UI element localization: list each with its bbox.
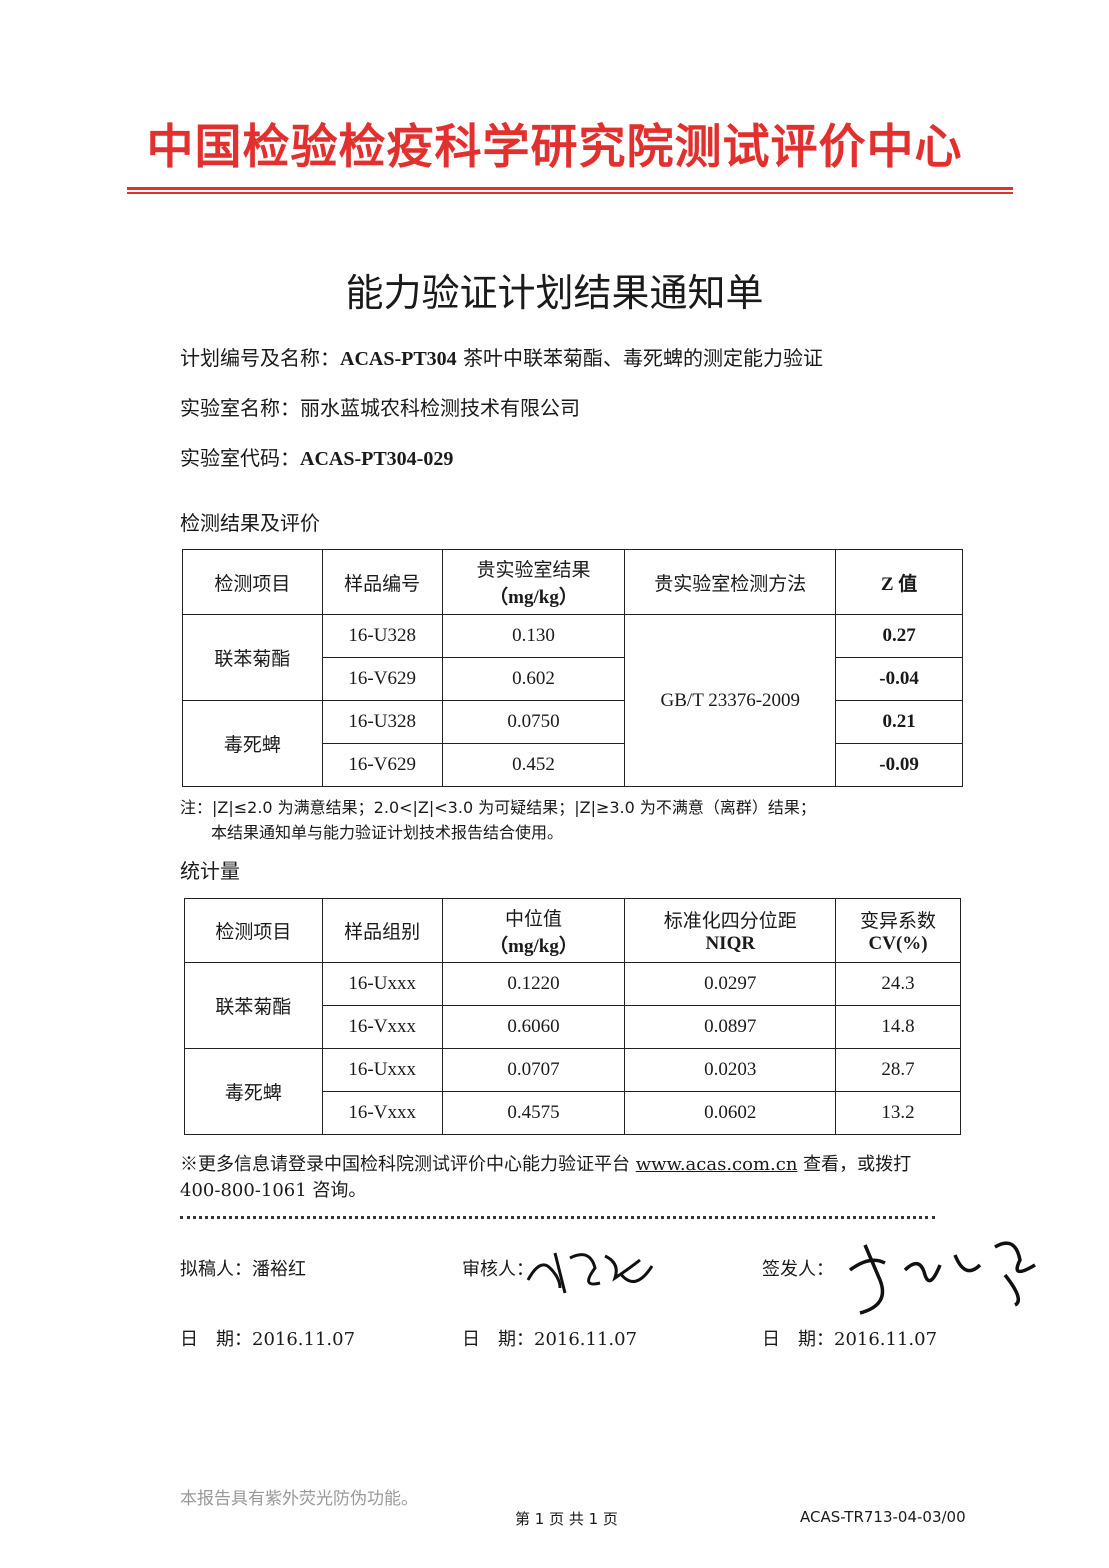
statistics-table: 检测项目 样品组别 中位值 （mg/kg） 标准化四分位距 NIQR 变异系数 CV(… [184,898,961,1135]
plan-code: ACAS-PT304 [340,348,457,370]
sample-cell: 16-U328 [321,614,443,658]
header-item: 检测项目 [184,898,323,963]
cv-cell: 28.7 [835,1048,961,1092]
header-z: Z 值 [835,549,963,615]
median-cell: 0.4575 [441,1091,626,1135]
z-cell: -0.04 [835,657,963,701]
group-cell: 16-Uxxx [321,962,443,1006]
result-cell: 0.130 [441,614,626,658]
page-number: 第 1 页 共 1 页 [515,1510,618,1528]
median-cell: 0.0707 [441,1048,626,1092]
reviewer-date: 日 期：2016.11.07 [462,1329,638,1350]
header-niqr: 标准化四分位距 NIQR [624,898,837,963]
header-group: 样品组别 [321,898,443,963]
result-cell: 0.452 [441,743,626,787]
item-cell: 毒死蜱 [184,1048,323,1135]
sample-cell: 16-U328 [321,700,443,744]
results-section-title: 检测结果及评价 [180,511,320,535]
cv-cell: 24.3 [835,962,961,1006]
table-row: 毒死蜱 16-Uxxx 0.0707 0.0203 28.7 [184,1048,961,1135]
item-cell: 毒死蜱 [182,700,323,787]
table-row: 毒死蜱 16-U328 0.0750 0.21 [182,700,963,787]
niqr-cell: 0.0602 [624,1091,837,1135]
header-cv: 变异系数 CV(%) [835,898,961,963]
reviewer-signature [526,1252,654,1294]
table-header-row: 检测项目 样品编号 贵实验室结果 （mg/kg） 贵实验室检测方法 Z 值 [182,549,963,615]
dotted-divider [180,1216,935,1219]
group-cell: 16-Uxxx [321,1048,443,1092]
drafter-date: 日 期：2016.11.07 [180,1329,356,1350]
method-cell: GB/T 23376-2009 [624,614,837,787]
header-divider [127,187,1013,190]
item-cell: 联苯菊酯 [184,962,323,1049]
organization-header: 中国检验检疫科学研究院测试评价中心 [146,120,963,175]
results-table: 检测项目 样品编号 贵实验室结果 （mg/kg） 贵实验室检测方法 Z 值 联苯菊… [182,549,963,787]
document-title: 能力验证计划结果通知单 [345,271,764,315]
item-cell: 联苯菊酯 [182,614,323,701]
z-cell: -0.09 [835,743,963,787]
group-cell: 16-Vxxx [321,1005,443,1049]
niqr-cell: 0.0203 [624,1048,837,1092]
more-info-line-1: ※更多信息请登录中国检科院测试评价中心能力验证平台 www.acas.com.c… [180,1154,912,1175]
result-cell: 0.602 [441,657,626,701]
cv-cell: 14.8 [835,1005,961,1049]
header-sample: 样品编号 [321,549,443,615]
reviewer-label: 审核人： [462,1259,534,1280]
anti-counterfeit-note: 本报告具有紫外荧光防伪功能。 [180,1489,418,1509]
statistics-section-title: 统计量 [180,859,240,883]
niqr-cell: 0.0297 [624,962,837,1006]
header-method: 贵实验室检测方法 [624,549,837,615]
lab-name: 丽水蓝城农科检测技术有限公司 [300,396,580,420]
sample-cell: 16-V629 [321,657,443,701]
z-cell: 0.27 [835,614,963,658]
result-cell: 0.0750 [441,700,626,744]
header-item: 检测项目 [182,549,323,615]
issuer-date: 日 期：2016.11.07 [762,1329,938,1350]
plan-info: 计划编号及名称：ACAS-PT304 茶叶中联苯菊酯、毒死蜱的测定能力验证 [180,342,823,371]
median-cell: 0.1220 [441,962,626,1006]
plan-name: 茶叶中联苯菊酯、毒死蜱的测定能力验证 [456,346,824,370]
header-median: 中位值 （mg/kg） [441,898,626,963]
plan-label: 计划编号及名称： [180,346,340,370]
table-row: 联苯菊酯 16-U328 0.130 GB/T 23376-2009 0.27 [182,614,963,787]
note-line-1: 注：|Z|≤2.0 为满意结果；2.0<|Z|<3.0 为可疑结果；|Z|≥3.… [180,798,816,817]
table-row: 16-V629 0.602 -0.04 [183,657,963,701]
lab-name-info: 实验室名称：丽水蓝城农科检测技术有限公司 [180,392,580,421]
sample-cell: 16-V629 [321,743,443,787]
issuer-label: 签发人： [762,1259,834,1280]
note-line-2: 本结果通知单与能力验证计划技术报告结合使用。 [211,823,564,842]
platform-link[interactable]: www.acas.com.cn [635,1154,798,1175]
drafter-name: 潘裕红 [252,1259,306,1280]
median-cell: 0.6060 [441,1005,626,1049]
table-header-row: 检测项目 样品组别 中位值 （mg/kg） 标准化四分位距 NIQR 变异系数 CV(… [184,898,961,963]
form-code: ACAS-TR713-04-03/00 [800,1508,966,1526]
drafter: 拟稿人：潘裕红 [180,1259,306,1280]
lab-name-label: 实验室名称： [180,396,300,420]
table-row: 16-Vxxx 0.6060 0.0897 14.8 [185,1005,961,1049]
header-divider-2 [127,192,1013,194]
niqr-cell: 0.0897 [624,1005,837,1049]
table-row: 16-Vxxx 0.4575 0.0602 13.2 [185,1091,961,1135]
header-result: 贵实验室结果 （mg/kg） [441,549,626,615]
lab-code-info: 实验室代码：ACAS-PT304-029 [180,442,453,471]
more-info-line-2: 400-800-1061 咨询。 [180,1180,367,1201]
z-cell: 0.21 [835,700,963,744]
lab-code: ACAS-PT304-029 [300,448,454,470]
table-row: 联苯菊酯 16-Uxxx 0.1220 0.0297 24.3 [184,962,961,1049]
table-row: 16-V629 0.452 -0.09 [183,743,963,787]
issuer-signature [848,1241,1036,1315]
cv-cell: 13.2 [835,1091,961,1135]
group-cell: 16-Vxxx [321,1091,443,1135]
lab-code-label: 实验室代码： [180,446,300,470]
